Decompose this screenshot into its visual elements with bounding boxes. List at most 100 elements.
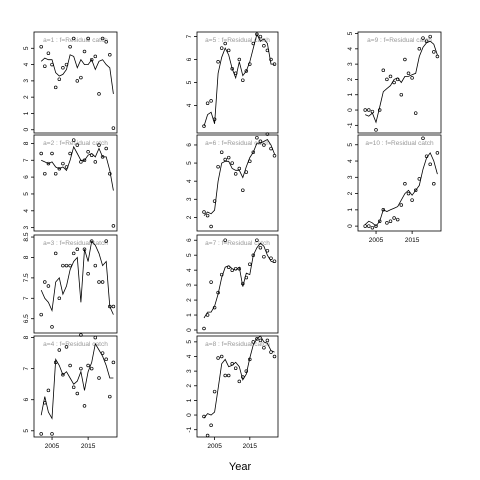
- panel-7-ytick-label-1: 1: [186, 313, 193, 317]
- panel-3-point-17: [100, 280, 105, 284]
- panel-5-point-2: [209, 99, 213, 103]
- panel-10-xtick-label-1: 2015: [405, 237, 420, 244]
- panel-7-ytick-label-3: 3: [186, 283, 193, 287]
- panel-7-point-9: [233, 266, 238, 271]
- panel-8-point-0: [202, 414, 206, 419]
- panel-3-point-9: [71, 251, 76, 256]
- panel-3-point-18: [104, 239, 108, 243]
- panel-1-ytick-label-1: 1: [23, 111, 30, 115]
- panel-8-ytick-label-6: 5: [186, 340, 193, 344]
- panel-1-point-8: [68, 44, 72, 49]
- panel-9-point-20: [435, 54, 440, 59]
- panel-3-point-2: [46, 284, 51, 288]
- panel-1-point-13: [86, 36, 90, 41]
- panel-2-point-7: [64, 165, 69, 169]
- panel-7-point-3: [212, 305, 217, 310]
- panel-9-frame: [357, 31, 442, 134]
- panel-5-title: a=5 : f=Residual catch: [205, 37, 270, 44]
- panel-10-point-15: [417, 177, 422, 181]
- panel-3-point-13: [86, 272, 90, 276]
- panel-9-point-2: [370, 109, 375, 114]
- panel-8-point-19: [269, 350, 273, 354]
- panel-7: a=7 : f=Residual catch 0 1 2 3 4 5 6: [186, 234, 279, 334]
- panel-4-point-0: [39, 432, 43, 436]
- panel-2-point-14: [89, 153, 94, 157]
- panel-7-point-4: [216, 290, 220, 295]
- panel-2-title: a=2 : f=Residual catch: [43, 140, 108, 147]
- panel-3-point-12: [82, 247, 87, 252]
- panel-5-ytick-label-2: 6: [186, 57, 193, 61]
- panel-9-point-18: [428, 34, 432, 39]
- panel-8-point-15: [255, 337, 259, 341]
- panel-5-fitted-line: [203, 33, 275, 127]
- panel-10-point-19: [432, 182, 436, 186]
- panel-6-point-19: [269, 146, 273, 151]
- panel-6-point-2: [209, 224, 213, 229]
- panel-2-point-13: [86, 150, 90, 154]
- panel-10-point-17: [424, 154, 429, 158]
- panel-3-ytick-label-1: 7: [23, 296, 30, 300]
- panel-8: a=8 : f=Residual catch -1 0 1 2 3 4 5 2005 2015: [186, 335, 279, 450]
- panel-10-point-12: [406, 191, 411, 196]
- panel-4-point-13: [86, 363, 90, 368]
- panel-7-point-6: [223, 238, 227, 242]
- panel-7-point-11: [241, 281, 245, 286]
- panel-10-xtick-label-0: 2005: [369, 237, 384, 244]
- panel-7-point-17: [262, 254, 266, 259]
- panel-9-ytick-label-0: -1: [347, 122, 354, 128]
- panel-10-point-18: [428, 162, 432, 167]
- panel-10-point-11: [403, 182, 407, 186]
- panel-5-point-1: [205, 101, 210, 105]
- panel-3-point-20: [111, 304, 116, 309]
- panel-8-ytick-label-1: 0: [186, 413, 193, 417]
- panel-2-point-15: [93, 160, 98, 164]
- panel-2-point-1: [43, 171, 47, 176]
- panel-7-point-10: [237, 266, 242, 271]
- panel-9: a=9 : f=Residual catch -1 0 1 2 3 4 5: [347, 31, 442, 134]
- panel-4-point-17: [100, 351, 105, 355]
- panel-7-ytick-label-2: 2: [186, 298, 193, 302]
- panel-1-point-18: [104, 40, 108, 44]
- panel-3-point-1: [43, 280, 47, 284]
- panel-8-title: a=8 : f=Residual catch: [205, 341, 270, 348]
- panel-8-frame: [196, 335, 279, 438]
- panel-4-point-7: [64, 345, 69, 349]
- panel-9-point-10: [399, 92, 404, 97]
- panel-3-frame: [33, 234, 118, 334]
- panel-10-point-13: [410, 198, 414, 202]
- panel-9-ytick-label-3: 2: [347, 77, 354, 81]
- panel-3-ytick-label-4: 8.5: [23, 232, 30, 241]
- panel-6-point-16: [258, 139, 263, 144]
- panel-3-point-10: [75, 247, 80, 252]
- panel-6-point-14: [251, 150, 256, 154]
- panel-10-ytick-label-1: 1: [347, 208, 354, 212]
- panel-8-point-4: [216, 356, 220, 360]
- panel-5-point-15: [255, 32, 259, 37]
- panel-7-point-19: [269, 256, 273, 260]
- panel-2-ytick-label-4: 7: [23, 158, 30, 162]
- panel-1-point-0: [39, 44, 43, 49]
- panel-10-point-9: [395, 217, 400, 222]
- panel-10-point-20: [435, 151, 440, 155]
- panel-2-ytick-label-1: 4: [23, 209, 30, 213]
- panel-10: a=10 : f=Residual catch 0 1 2 3 4 5 2005 2015: [347, 134, 442, 244]
- panel-6-point-20: [272, 154, 277, 158]
- panel-10-point-3: [374, 224, 378, 228]
- panel-9-ytick-label-2: 1: [347, 93, 354, 97]
- panel-3-point-5: [57, 296, 62, 301]
- panel-1: a=1 : f=Residual catch 0 1 2 3 4 5: [23, 31, 118, 134]
- panel-1-point-1: [43, 64, 47, 68]
- panel-6-point-5: [219, 150, 224, 154]
- panel-8-ytick-label-2: 1: [186, 398, 193, 402]
- panel-7-ytick-label-0: 0: [186, 328, 193, 332]
- panel-5-point-9: [233, 71, 238, 76]
- panel-10-fitted-line: [364, 152, 438, 227]
- panel-7-ytick-label-4: 4: [186, 268, 193, 272]
- panel-3-point-0: [39, 312, 43, 317]
- panel-9-point-15: [417, 47, 422, 51]
- panel-8-ytick-label-3: 2: [186, 384, 193, 388]
- panel-4-point-12: [82, 404, 87, 408]
- panel-4-point-6: [61, 373, 65, 377]
- panel-6-point-17: [262, 143, 266, 147]
